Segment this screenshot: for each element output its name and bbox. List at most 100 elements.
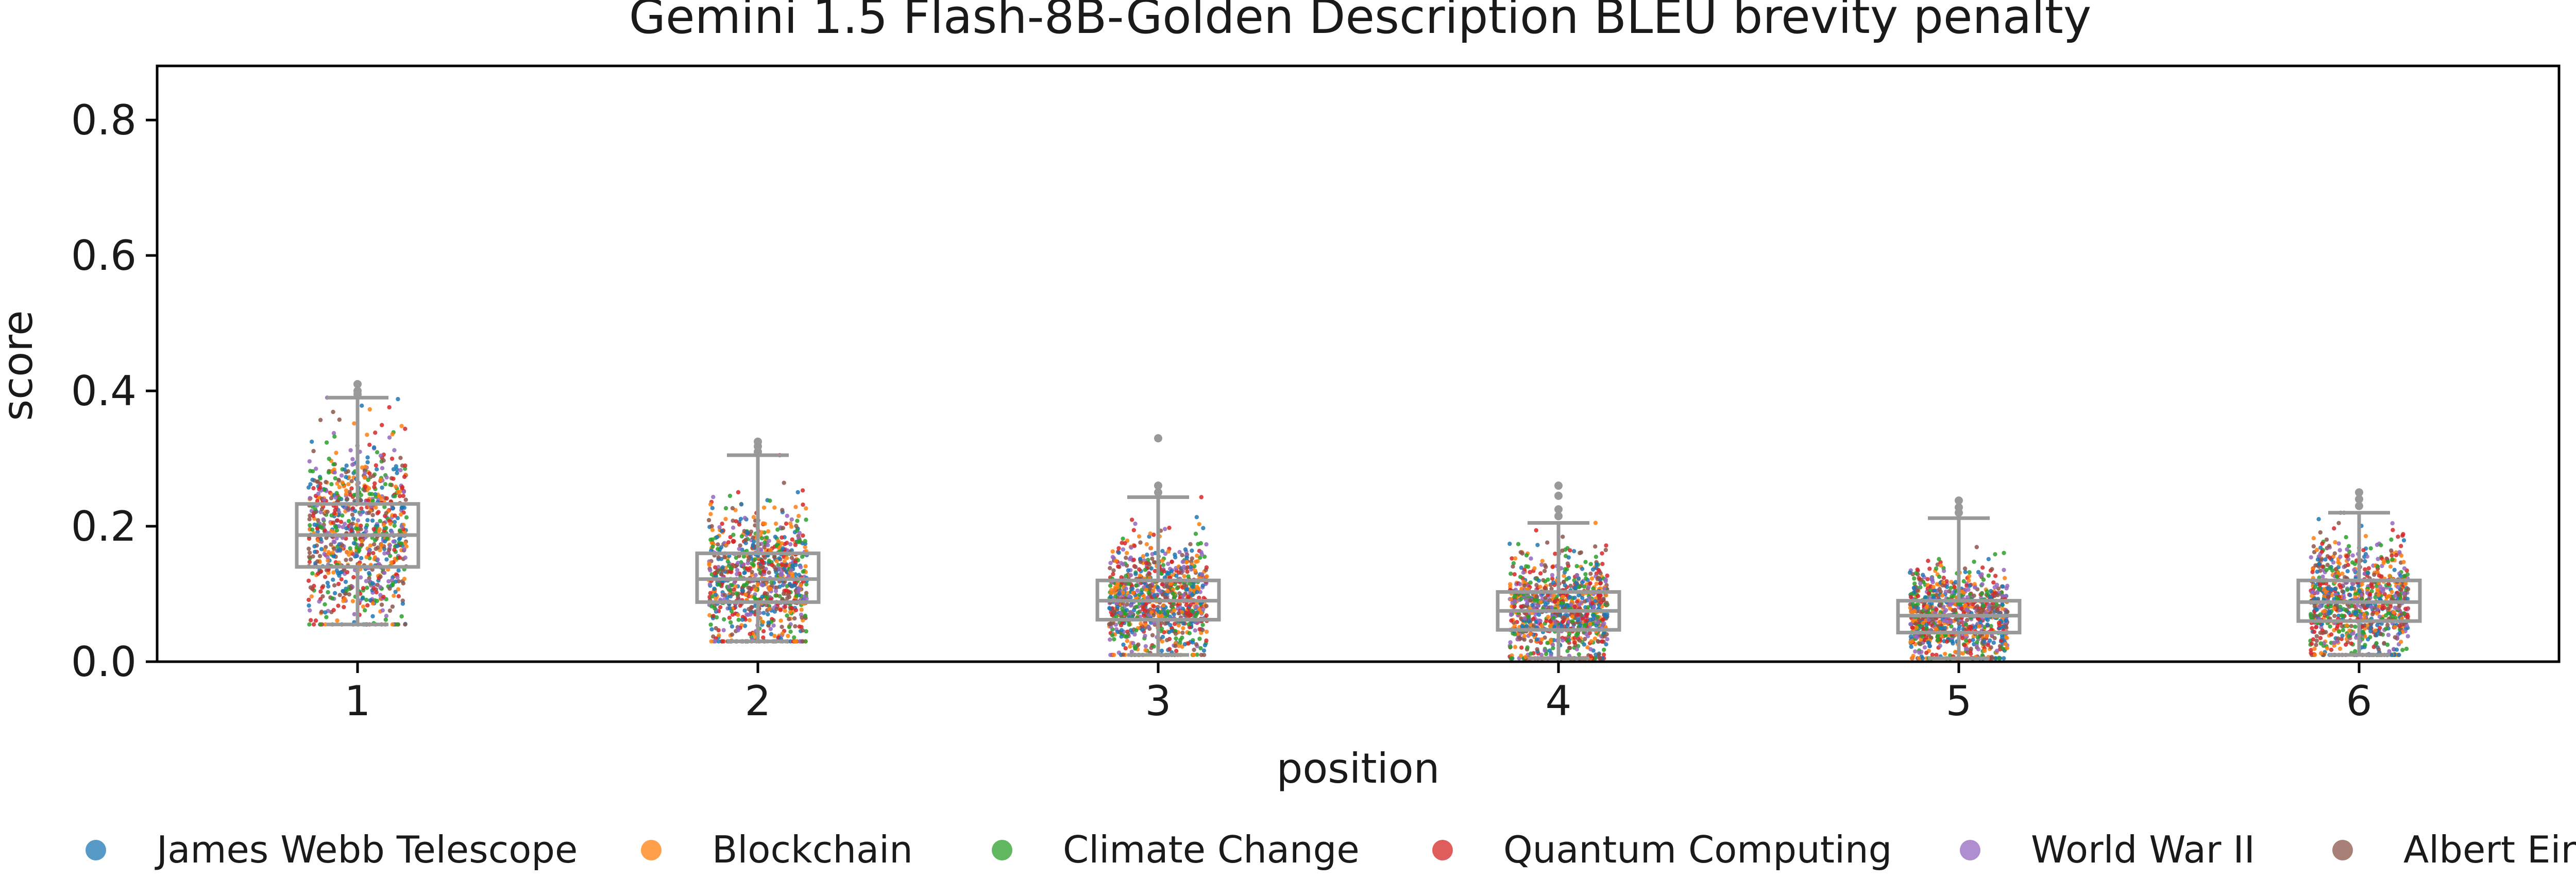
data-point — [1124, 612, 1129, 616]
data-point — [1528, 632, 1533, 636]
data-point — [1997, 656, 2002, 661]
data-point — [374, 590, 379, 595]
data-point — [747, 607, 751, 612]
data-point — [1127, 594, 1131, 598]
data-point — [727, 493, 733, 498]
data-point — [1184, 560, 1189, 565]
data-point — [719, 582, 724, 586]
data-point — [728, 620, 733, 625]
data-point — [396, 594, 401, 599]
data-point — [1937, 557, 1941, 562]
data-point — [1565, 613, 1570, 618]
data-point — [1543, 595, 1548, 600]
data-point — [1508, 582, 1513, 586]
data-point — [793, 608, 799, 613]
data-point — [802, 594, 807, 599]
data-point — [1204, 638, 1209, 643]
data-point — [1134, 583, 1139, 588]
data-point — [1540, 559, 1545, 563]
data-point — [1937, 619, 1942, 625]
data-point — [1170, 560, 1174, 564]
data-point — [747, 618, 752, 623]
data-point — [1128, 555, 1133, 560]
data-point — [350, 457, 355, 461]
data-point — [378, 585, 383, 590]
data-point — [1160, 639, 1165, 644]
data-point — [1140, 604, 1145, 609]
data-point — [798, 538, 802, 543]
data-point — [1194, 604, 1199, 609]
data-point — [1161, 569, 1166, 574]
data-point — [395, 622, 400, 627]
data-point — [709, 524, 714, 529]
data-point — [1602, 634, 1607, 639]
data-point — [1509, 572, 1513, 576]
data-point — [737, 546, 741, 551]
data-point — [1188, 542, 1193, 547]
data-point — [1187, 581, 1192, 586]
data-point — [1568, 583, 1573, 589]
data-point — [1198, 541, 1203, 546]
data-point — [803, 564, 808, 568]
data-point — [1180, 630, 1185, 635]
data-point — [785, 513, 790, 518]
data-point — [750, 561, 754, 566]
data-point — [789, 517, 794, 522]
data-point — [2345, 569, 2350, 574]
data-point — [731, 519, 735, 523]
data-point — [777, 556, 782, 561]
data-point — [350, 521, 355, 526]
data-point — [391, 582, 395, 588]
data-point — [1934, 566, 1939, 571]
data-point — [1149, 546, 1154, 550]
data-point — [759, 559, 765, 564]
data-point — [792, 616, 797, 621]
data-point — [326, 571, 331, 575]
data-point — [1200, 623, 1205, 627]
data-point — [1161, 607, 1166, 612]
data-point — [1590, 567, 1596, 572]
data-point — [1522, 616, 1527, 621]
data-point — [1177, 550, 1182, 555]
data-point — [743, 592, 748, 597]
data-point — [391, 476, 396, 481]
data-point — [1190, 548, 1194, 553]
data-point — [2001, 594, 2005, 598]
data-point — [1147, 613, 1151, 618]
data-point — [2366, 566, 2371, 571]
data-point — [391, 467, 396, 472]
data-point — [1968, 583, 1972, 588]
data-point — [1542, 568, 1547, 574]
data-point — [307, 560, 312, 564]
data-point — [1143, 608, 1148, 613]
data-point — [1536, 612, 1541, 617]
data-point — [744, 612, 749, 617]
data-point — [770, 562, 774, 567]
data-point — [337, 495, 342, 501]
data-point — [2389, 553, 2394, 558]
data-point — [794, 639, 799, 644]
data-point — [1516, 542, 1521, 546]
data-point — [391, 539, 396, 544]
chart-title: Gemini 1.5 Flash-8B-Golden Description B… — [629, 0, 2092, 44]
data-point — [799, 607, 804, 612]
data-point — [2340, 571, 2345, 576]
data-point — [789, 567, 793, 573]
data-point — [762, 540, 767, 545]
data-point — [323, 602, 327, 607]
data-point — [310, 439, 314, 444]
data-point — [1943, 590, 1948, 594]
data-point — [2399, 553, 2404, 558]
data-point — [738, 543, 742, 548]
data-point — [360, 539, 364, 544]
data-point — [1550, 573, 1555, 578]
data-point — [1915, 567, 1920, 572]
data-point — [745, 561, 750, 565]
data-point — [1133, 572, 1138, 576]
data-point — [736, 628, 741, 633]
data-point — [324, 440, 329, 445]
data-point — [1937, 586, 1942, 592]
data-point — [1184, 611, 1189, 615]
data-point — [308, 469, 313, 473]
data-point — [1201, 526, 1206, 530]
